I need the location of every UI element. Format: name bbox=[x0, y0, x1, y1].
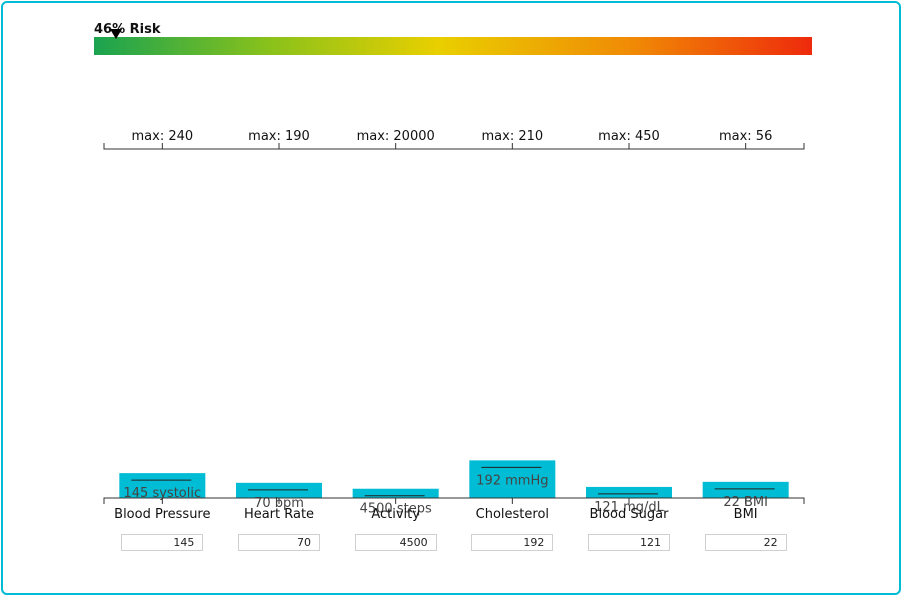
value-input[interactable] bbox=[588, 534, 670, 551]
bar[interactable] bbox=[236, 482, 322, 498]
value-label: 192 mmHg bbox=[476, 473, 548, 488]
bar[interactable] bbox=[469, 460, 556, 498]
value-label: 121 mg/dL bbox=[594, 500, 664, 515]
category-axis: Blood Pressure Heart Rate Activity Choleste… bbox=[103, 497, 805, 522]
value-input[interactable] bbox=[238, 534, 320, 551]
max-axis: max: 240 max: 190 max: 20000 max: 210 max: 4… bbox=[103, 129, 805, 150]
max-label: max: 56 bbox=[719, 129, 772, 144]
value-input[interactable] bbox=[704, 534, 787, 551]
category-label: BMI bbox=[734, 507, 758, 522]
max-label: max: 20000 bbox=[357, 129, 435, 144]
value-label: 4500 steps bbox=[360, 502, 432, 517]
category-label: Blood Pressure bbox=[114, 507, 210, 522]
bar[interactable] bbox=[586, 486, 672, 498]
max-axis-line bbox=[103, 143, 805, 150]
max-label: max: 450 bbox=[598, 129, 660, 144]
max-label: max: 190 bbox=[248, 129, 310, 144]
value-input[interactable] bbox=[354, 534, 437, 551]
value-input[interactable] bbox=[471, 534, 554, 551]
category-label: Heart Rate bbox=[244, 507, 314, 522]
bar[interactable] bbox=[352, 488, 439, 498]
value-label: 145 systolic bbox=[124, 486, 202, 501]
max-label: max: 240 bbox=[132, 129, 194, 144]
max-label: max: 210 bbox=[482, 129, 544, 144]
bar[interactable] bbox=[119, 473, 206, 498]
category-label: Blood Sugar bbox=[590, 507, 670, 522]
value-input[interactable] bbox=[121, 534, 204, 551]
risk-gradient-bar bbox=[94, 37, 812, 55]
bar[interactable] bbox=[702, 481, 789, 498]
risk-label: 46% Risk bbox=[94, 22, 161, 37]
risk-pointer-icon bbox=[110, 29, 122, 39]
category-label: Activity bbox=[371, 507, 420, 522]
category-axis-line bbox=[103, 497, 805, 504]
category-label: Cholesterol bbox=[476, 507, 549, 522]
